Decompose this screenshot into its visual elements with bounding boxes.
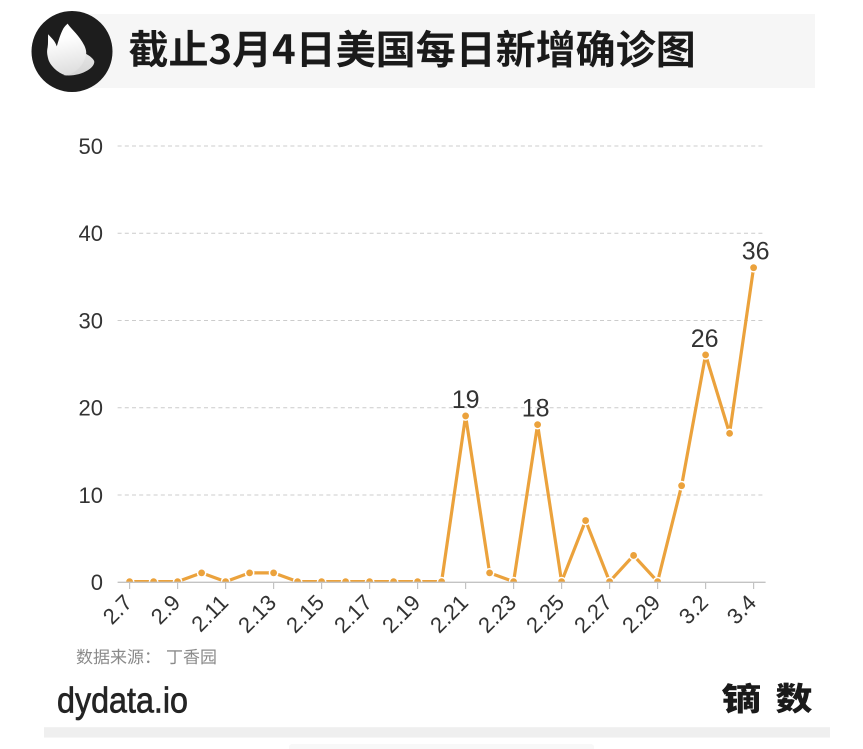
svg-text:2.17: 2.17	[329, 590, 377, 638]
svg-text:20: 20	[79, 396, 103, 421]
svg-text:36: 36	[742, 238, 770, 266]
svg-text:19: 19	[452, 386, 480, 414]
svg-text:50: 50	[79, 134, 103, 159]
svg-text:26: 26	[691, 325, 719, 353]
svg-text:3.4: 3.4	[722, 590, 761, 629]
svg-text:0: 0	[91, 570, 103, 595]
svg-text:2.21: 2.21	[425, 590, 473, 638]
svg-text:2.23: 2.23	[473, 590, 521, 638]
svg-text:2.27: 2.27	[569, 590, 617, 638]
svg-text:30: 30	[79, 308, 103, 333]
svg-text:2.29: 2.29	[617, 590, 665, 638]
svg-text:dydata.io: dydata.io	[57, 680, 188, 721]
svg-text:2.19: 2.19	[377, 590, 425, 638]
svg-text:2.11: 2.11	[186, 590, 233, 637]
svg-text:2.15: 2.15	[281, 590, 329, 638]
svg-text:10: 10	[79, 483, 103, 508]
svg-text:18: 18	[522, 395, 550, 423]
svg-text:2.25: 2.25	[521, 590, 569, 638]
svg-text:3.2: 3.2	[674, 590, 713, 629]
svg-text:2.13: 2.13	[233, 590, 281, 638]
svg-text:2.9: 2.9	[146, 590, 185, 629]
svg-text:40: 40	[79, 221, 103, 246]
svg-text:2.7: 2.7	[98, 590, 137, 629]
